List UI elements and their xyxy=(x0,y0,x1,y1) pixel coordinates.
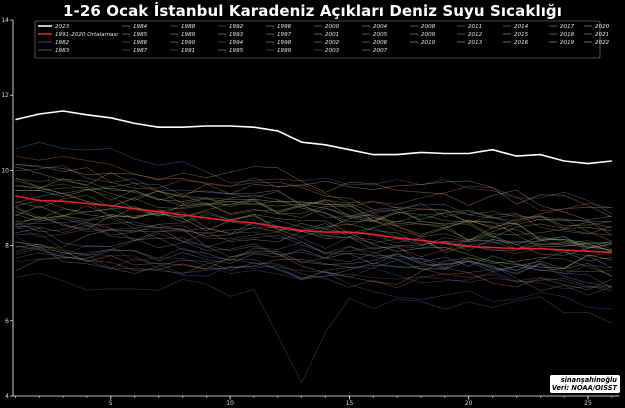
series-line-1997 xyxy=(15,256,612,291)
legend-label-1990: 1990 xyxy=(181,40,196,46)
y-tick-label: 6 xyxy=(5,318,9,325)
series-line-2003 xyxy=(15,272,612,384)
legend-label-1993: 1993 xyxy=(229,32,244,38)
legend-label-1992: 1992 xyxy=(229,24,244,30)
x-tick-label: 20 xyxy=(465,400,473,407)
series-line-2020 xyxy=(15,164,612,221)
axes: 4 6 8 10 12 14 5 10 15 20 25 xyxy=(1,17,619,407)
legend-label-2018: 2018 xyxy=(560,32,575,38)
series-line-1982 xyxy=(15,141,612,215)
series-line-2023 xyxy=(15,110,612,165)
legend-frame xyxy=(34,20,601,59)
legend-label-1987: 1987 xyxy=(133,48,148,54)
series-line-2017 xyxy=(15,228,612,272)
x-tick-label: 5 xyxy=(109,400,113,407)
series-line-2006 xyxy=(15,221,612,253)
legend: 2023 1984 1988 1992 1996 2000 2004 2008 2011 2014… xyxy=(34,20,610,59)
series-line-2014 xyxy=(15,155,612,212)
y-tick-label: 10 xyxy=(1,167,9,174)
series-line-2022 xyxy=(15,205,612,269)
series-line-2000 xyxy=(15,233,612,275)
y-tick-label: 12 xyxy=(1,92,9,99)
legend-label-2015: 2015 xyxy=(514,32,529,38)
legend-label-2017: 2017 xyxy=(560,24,575,30)
chart-title: 1-26 Ocak İstanbul Karadeniz Açıkları De… xyxy=(62,2,563,20)
legend-label-1991: 1991 xyxy=(181,48,195,54)
legend-label-1994: 1994 xyxy=(229,40,244,46)
legend-label-2007: 2007 xyxy=(373,48,388,54)
legend-label-2009: 2009 xyxy=(421,32,436,38)
series-line-1988 xyxy=(15,233,612,288)
series-line-1986 xyxy=(15,205,612,250)
legend-label-2011: 2011 xyxy=(468,24,482,30)
series-line-2002 xyxy=(15,218,612,288)
y-tick-label: 8 xyxy=(5,243,9,250)
legend-label-2012: 2012 xyxy=(468,32,483,38)
series-line-2008 xyxy=(15,243,612,285)
series-line-2005 xyxy=(15,245,612,272)
legend-label-2006: 2006 xyxy=(373,40,388,46)
series-line-1996 xyxy=(15,228,612,278)
series-line-1992 xyxy=(15,252,612,289)
legend-label-1982: 1982 xyxy=(55,40,70,46)
legend-label-2020: 2020 xyxy=(595,24,610,30)
series-line-1984 xyxy=(15,225,612,250)
credit-box: sinanşahinoğlu Veri: NOAA/OISST xyxy=(550,375,620,393)
x-tick-label: 25 xyxy=(584,400,592,407)
legend-label-1991-2020 Ortalaması: 1991-2020 Ortalaması xyxy=(55,32,118,38)
legend-label-2014: 2014 xyxy=(514,24,529,30)
legend-label-2008: 2008 xyxy=(421,24,436,30)
legend-label-2001: 2001 xyxy=(325,32,339,38)
series-line-2019 xyxy=(15,206,612,256)
highlight-layer xyxy=(15,110,612,254)
legend-label-1995: 1995 xyxy=(229,48,244,54)
legend-label-2000: 2000 xyxy=(325,24,340,30)
legend-label-2016: 2016 xyxy=(514,40,529,46)
series-line-1994 xyxy=(15,253,612,310)
credit-source: Veri: NOAA/OISST xyxy=(551,384,617,392)
legend-label-2013: 2013 xyxy=(468,40,483,46)
legend-label-1985: 1985 xyxy=(133,32,148,38)
legend-label-1996: 1996 xyxy=(277,24,292,30)
legend-label-1999: 1999 xyxy=(277,48,292,54)
legend-label-2003: 2003 xyxy=(325,48,340,54)
x-tick-label: 10 xyxy=(226,400,234,407)
credit-author: sinanşahinoğlu xyxy=(560,376,617,384)
legend-label-1997: 1997 xyxy=(277,32,292,38)
legend-label-2002: 2002 xyxy=(325,40,340,46)
series-line-2013 xyxy=(15,187,612,244)
series-line-average xyxy=(15,195,612,254)
legend-label-1986: 1986 xyxy=(133,40,148,46)
legend-label-2004: 2004 xyxy=(373,24,388,30)
series-line-2016 xyxy=(15,206,612,252)
legend-label-1998: 1998 xyxy=(277,40,292,46)
y-tick-label: 4 xyxy=(5,393,9,400)
legend-label-1988: 1988 xyxy=(181,24,196,30)
series-layer xyxy=(15,141,612,384)
series-line-1995 xyxy=(15,178,612,252)
series-line-2009 xyxy=(15,178,612,236)
series-line-1991 xyxy=(15,235,612,290)
legend-label-1983: 1983 xyxy=(55,48,70,54)
x-tick-label: 15 xyxy=(346,400,354,407)
y-tick-label: 14 xyxy=(1,17,9,24)
legend-label-2019: 2019 xyxy=(560,40,575,46)
legend-label-2022: 2022 xyxy=(595,40,610,46)
legend-label-2023: 2023 xyxy=(55,24,70,30)
series-line-2011 xyxy=(15,224,612,258)
series-line-2015 xyxy=(15,177,612,251)
legend-label-2021: 2021 xyxy=(595,32,609,38)
series-line-2018 xyxy=(15,164,612,235)
legend-label-1989: 1989 xyxy=(181,32,196,38)
legend-label-1984: 1984 xyxy=(133,24,148,30)
legend-label-2005: 2005 xyxy=(373,32,388,38)
legend-label-2010: 2010 xyxy=(421,40,436,46)
series-line-1993 xyxy=(15,213,612,238)
series-line-2012 xyxy=(15,245,612,296)
series-line-1987 xyxy=(15,247,612,292)
series-line-2010 xyxy=(15,166,612,218)
